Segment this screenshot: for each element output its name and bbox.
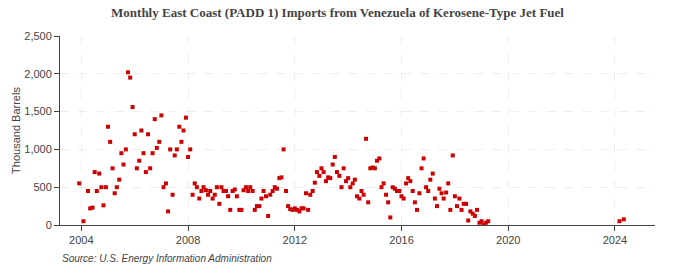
svg-text:1,000: 1,000 <box>24 143 52 155</box>
svg-text:2012: 2012 <box>283 234 307 246</box>
svg-text:2024: 2024 <box>603 234 627 246</box>
svg-text:0: 0 <box>46 219 52 231</box>
svg-text:2016: 2016 <box>389 234 413 246</box>
svg-text:2008: 2008 <box>176 234 200 246</box>
svg-text:Source: U.S. Energy Informatio: Source: U.S. Energy Information Administ… <box>62 253 272 264</box>
svg-text:2020: 2020 <box>496 234 520 246</box>
svg-text:Monthly East Coast (PADD 1) Im: Monthly East Coast (PADD 1) Imports from… <box>111 5 564 20</box>
svg-text:2,000: 2,000 <box>24 68 52 80</box>
svg-text:2004: 2004 <box>69 234 93 246</box>
svg-text:500: 500 <box>33 181 51 193</box>
svg-text:2,500: 2,500 <box>24 30 52 42</box>
svg-text:Thousand Barrels: Thousand Barrels <box>10 87 22 174</box>
svg-text:1,500: 1,500 <box>24 105 52 117</box>
